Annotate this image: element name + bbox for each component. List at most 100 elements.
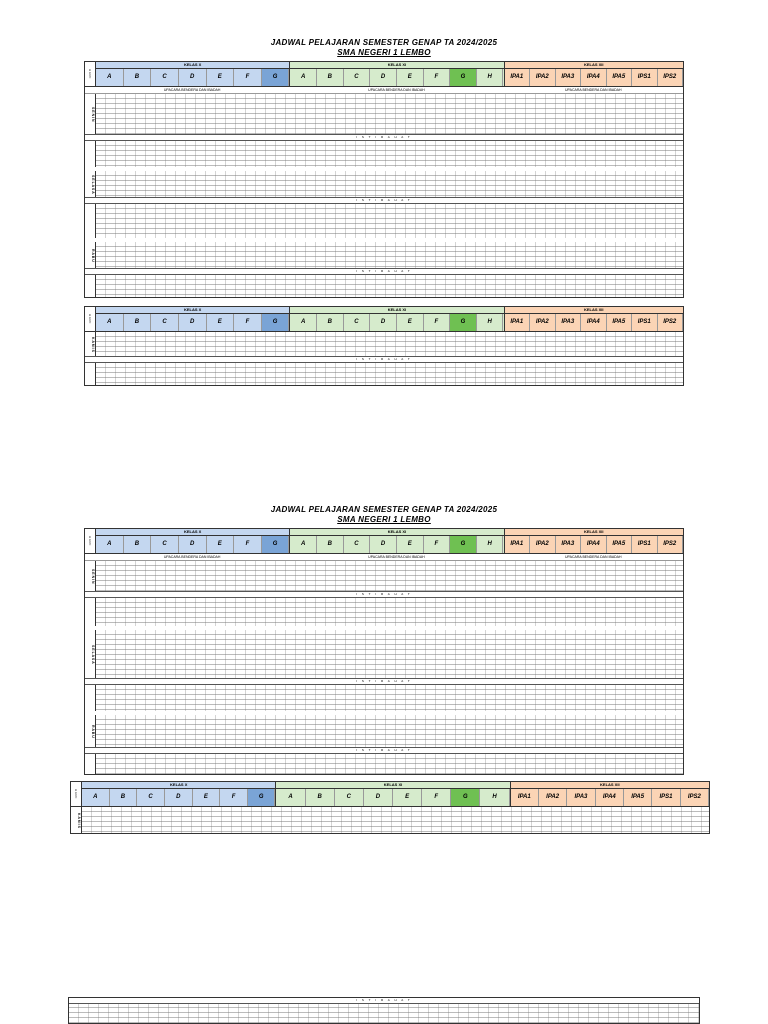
schedule-page-1: JADWAL PELAJARAN SEMESTER GENAP TA 2024/… <box>84 38 684 386</box>
day-section-thu-b <box>85 363 683 385</box>
class-label: C <box>344 314 371 331</box>
class-label: IPA4 <box>581 536 607 553</box>
break-row: I S T I R A H A T <box>85 197 683 204</box>
class-label: B <box>306 789 335 806</box>
class-label: IPA1 <box>505 69 531 86</box>
class-header: H A R I KELAS X A B C D E F G KELAS XI A… <box>85 529 684 554</box>
break-row: I S T I R A H A T <box>85 678 683 685</box>
schedule-grid <box>96 685 683 711</box>
class-label: IPA3 <box>556 69 582 86</box>
schedule-grid <box>82 807 709 833</box>
class-label: IPA4 <box>581 69 607 86</box>
day-section-mon: S E N I N <box>85 561 683 591</box>
page-title: JADWAL PELAJARAN SEMESTER GENAP TA 2024/… <box>270 38 498 47</box>
class-label: E <box>397 536 424 553</box>
day-label: K A M I S <box>85 332 96 356</box>
class-label: F <box>422 789 452 806</box>
day-label: S E L A S A <box>85 630 96 678</box>
group-kelas-xii: KELAS XII IPA1 IPA2 IPA3 IPA4 IPA5 IPS1 … <box>504 62 684 86</box>
class-label: IPA5 <box>624 789 653 806</box>
class-label: A <box>290 314 317 331</box>
day-section-wed: R A B U <box>85 242 683 268</box>
schedule-block-continued: I S T I R A H A T <box>68 997 700 1024</box>
group-kelas-xi: KELAS XI A B C D E F G H <box>290 307 505 331</box>
break-row: I S T I R A H A T <box>85 747 683 754</box>
group-label: KELAS XII <box>510 782 709 789</box>
schedule-grid <box>96 275 683 297</box>
school-name: SMA NEGERI 1 LEMBO <box>337 515 431 524</box>
class-label: IPA3 <box>556 536 582 553</box>
class-label: IPA5 <box>607 536 633 553</box>
day-section-mon: S E N I N <box>85 94 683 134</box>
group-label: KELAS XI <box>290 529 504 536</box>
class-label: E <box>193 789 221 806</box>
class-label: H <box>477 314 504 331</box>
group-kelas-xii: KELAS XII IPA1 IPA2 IPA3 IPA4 IPA5 IPS1 … <box>504 307 684 331</box>
schedule-block-mon-wed: H A R I KELAS X A B C D E F G KELAS XI A… <box>84 528 684 775</box>
class-label: C <box>344 536 371 553</box>
class-label: IPA2 <box>530 69 556 86</box>
class-label: A <box>276 789 306 806</box>
day-label: K A M I S <box>71 807 82 833</box>
class-label: B <box>317 69 344 86</box>
class-label: IPS2 <box>658 69 684 86</box>
class-header: H A R I KELAS X A B C D E F G KELAS XI A… <box>85 307 684 332</box>
class-label: B <box>124 536 152 553</box>
group-label: KELAS XII <box>504 62 683 69</box>
day-label: R A B U <box>85 715 96 747</box>
day-header: H A R I <box>71 782 82 806</box>
schedule-grid <box>96 363 683 385</box>
day-section-mon-b <box>85 141 683 167</box>
class-label: F <box>234 314 262 331</box>
class-header: H A R I KELAS X A B C D E F G KELAS XI A… <box>71 782 709 807</box>
class-label: IPA2 <box>539 789 568 806</box>
class-label: IPA1 <box>505 536 531 553</box>
class-label: F <box>234 536 262 553</box>
ceremony-label: UPACARA BENDERA DAN IBADAH <box>565 555 622 559</box>
day-section-wed: R A B U <box>85 715 683 747</box>
schedule-grid <box>96 598 683 626</box>
day-section-mon-b <box>85 598 683 626</box>
school-name: SMA NEGERI 1 LEMBO <box>337 48 431 57</box>
group-kelas-xi: KELAS XI A B C D E F G H <box>290 62 505 86</box>
schedule-grid <box>96 141 683 167</box>
class-label: A <box>290 536 317 553</box>
class-header: H A R I KELAS X A B C D E F G KELAS XI A… <box>85 62 684 87</box>
class-label: H <box>480 789 510 806</box>
class-label: IPA2 <box>530 536 556 553</box>
class-label: F <box>234 69 262 86</box>
class-label: F <box>424 69 451 86</box>
class-label: F <box>424 536 451 553</box>
day-section-wed-b <box>85 754 683 774</box>
group-kelas-xi: KELAS XI A B C D E F G H <box>276 782 511 806</box>
group-kelas-x: KELAS X A B C D E F G <box>96 62 291 86</box>
class-label: E <box>397 69 424 86</box>
group-kelas-xii: KELAS XII IPA1 IPA2 IPA3 IPA4 IPA5 IPS1 … <box>510 782 709 806</box>
schedule-grid <box>96 94 683 134</box>
schedule-page-2: JADWAL PELAJARAN SEMESTER GENAP TA 2024/… <box>70 505 710 834</box>
class-label: IPA1 <box>505 314 531 331</box>
break-row: I S T I R A H A T <box>85 268 683 275</box>
schedule-block-thu: H A R I KELAS X A B C D E F G KELAS XI A… <box>84 306 684 386</box>
class-label: IPS2 <box>658 314 684 331</box>
class-label: C <box>151 536 179 553</box>
break-row: I S T I R A H A T <box>85 356 683 363</box>
class-label: IPS1 <box>652 789 681 806</box>
class-label: IPA4 <box>596 789 624 806</box>
group-label: KELAS XII <box>504 307 683 314</box>
class-label: G <box>261 314 290 331</box>
group-label: KELAS X <box>96 529 290 536</box>
class-label: D <box>179 536 207 553</box>
class-label: G <box>450 314 477 331</box>
group-label: KELAS X <box>96 307 290 314</box>
page-title: JADWAL PELAJARAN SEMESTER GENAP TA 2024/… <box>270 505 498 514</box>
class-label: C <box>137 789 165 806</box>
class-label: IPA5 <box>607 314 633 331</box>
group-label: KELAS X <box>96 62 290 69</box>
class-label: G <box>450 69 477 86</box>
schedule-grid <box>96 754 683 774</box>
ceremony-label: UPACARA BENDERA DAN IBADAH <box>163 555 221 559</box>
group-label: KELAS XI <box>276 782 510 789</box>
day-section-tue-b <box>85 204 683 238</box>
day-section-tue-b <box>85 685 683 711</box>
